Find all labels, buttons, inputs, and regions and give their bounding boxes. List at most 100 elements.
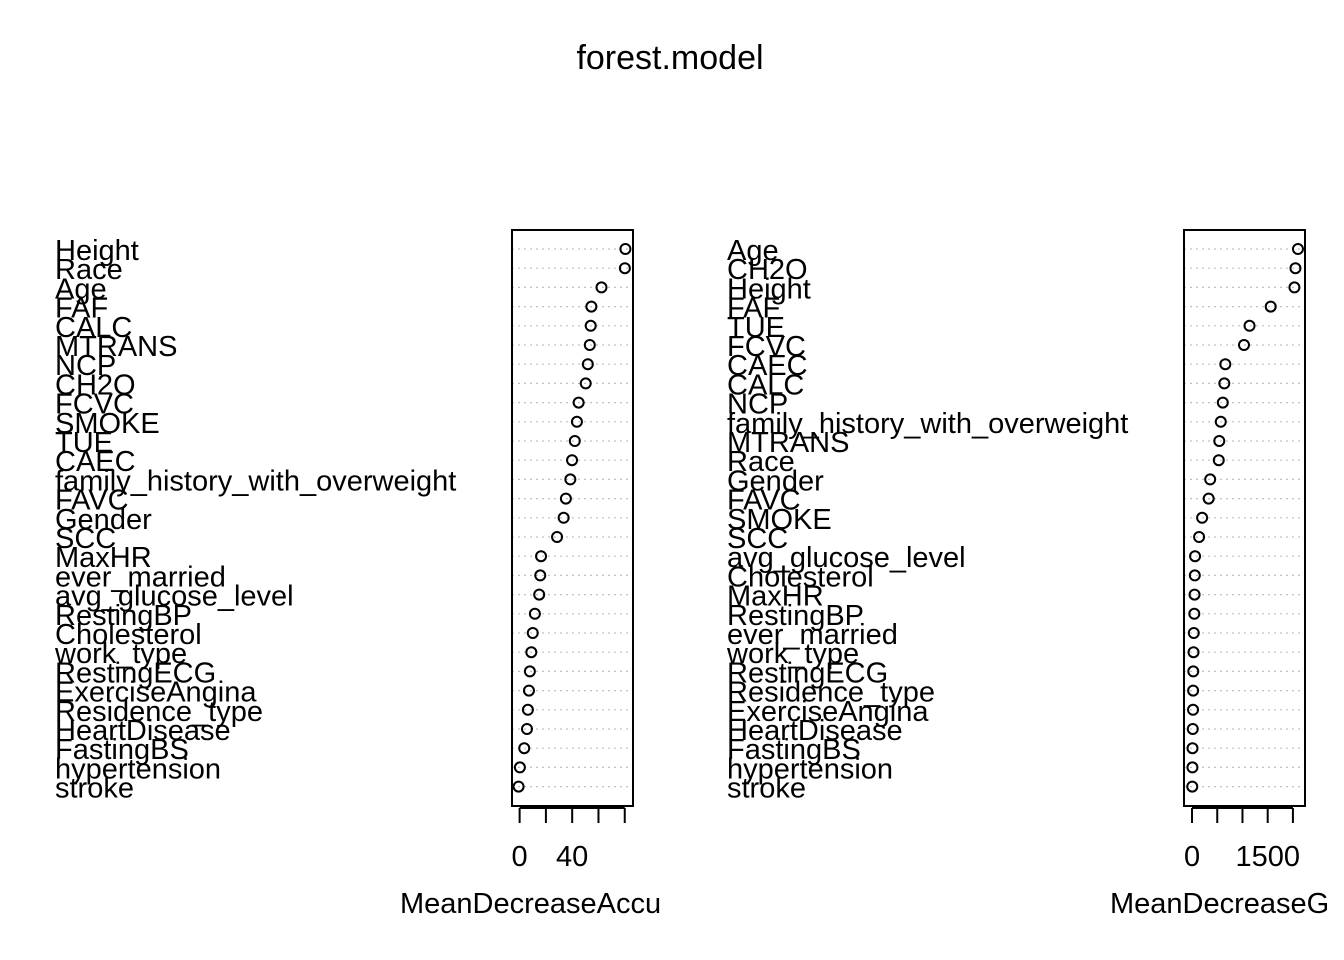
data-point	[595, 281, 608, 294]
data-point	[1193, 531, 1206, 543]
panel-mean-decrease-accuracy: HeightRaceAgeFAFCALCMTRANSNCPCH2OFCVCSMO…	[54, 229, 661, 920]
data-point	[525, 646, 538, 659]
data-point	[566, 454, 579, 467]
data-point	[1289, 262, 1302, 275]
row-label: Race	[55, 254, 123, 286]
data-point	[570, 415, 583, 428]
data-point	[579, 377, 592, 390]
data-point	[521, 703, 534, 716]
data-point	[572, 396, 585, 409]
data-point	[522, 684, 535, 697]
row-label: work_type	[726, 638, 859, 670]
data-point	[533, 588, 546, 601]
data-point	[512, 780, 525, 793]
row-label: HeartDisease	[55, 715, 231, 747]
row-label: MTRANS	[727, 427, 849, 459]
data-point	[585, 300, 598, 313]
data-point	[1204, 473, 1217, 486]
row-label: avg_glucose_level	[55, 581, 294, 613]
row-label: family_history_with_overweight	[55, 465, 456, 497]
data-point	[1196, 511, 1209, 524]
row-label: CALC	[55, 312, 132, 344]
x-tick-label: 0	[1184, 841, 1200, 873]
data-point	[1187, 627, 1200, 639]
row-label: FAVC	[727, 485, 801, 517]
row-label: family_history_with_overweight	[727, 408, 1128, 440]
row-label: ExerciseAngina	[55, 677, 257, 709]
row-label: SMOKE	[55, 408, 160, 440]
row-label: avg_glucose_level	[727, 542, 966, 574]
row-label: FAVC	[55, 485, 129, 517]
data-point	[1188, 588, 1201, 601]
plot-frame	[1183, 229, 1306, 807]
row-label: RestingBP	[55, 600, 192, 632]
data-point	[535, 550, 548, 563]
data-point	[526, 627, 539, 639]
data-point	[1187, 665, 1200, 678]
row-label: NCP	[55, 350, 116, 382]
row-label: FCVC	[727, 331, 806, 363]
row-label: TUE	[55, 427, 113, 459]
data-point	[1186, 723, 1199, 735]
data-point	[1214, 415, 1227, 428]
row-label: Residence_type	[55, 696, 263, 728]
row-label: CAEC	[55, 446, 136, 478]
data-point	[1218, 377, 1231, 390]
row-label: ever_married	[727, 619, 898, 651]
row-label: SCC	[55, 523, 116, 555]
row-label: FastingBS	[55, 734, 189, 766]
data-point	[1216, 396, 1229, 409]
row-label: TUE	[727, 312, 785, 344]
data-point	[518, 742, 531, 755]
data-point	[1189, 550, 1202, 563]
x-tick-label: 1500	[1235, 841, 1300, 873]
row-label: Race	[727, 446, 795, 478]
x-tick-label: 0	[512, 841, 528, 873]
data-point	[1243, 319, 1256, 332]
row-label: Residence_type	[727, 677, 935, 709]
data-point	[1212, 454, 1225, 467]
row-label: FAF	[55, 293, 108, 325]
data-point	[1186, 761, 1199, 774]
panel-mean-decrease-gini: AgeCH2OHeightFAFTUEFCVCCAECCALCNCPfamily…	[726, 229, 1329, 920]
row-label: RestingECG	[727, 657, 888, 689]
data-point	[1186, 780, 1199, 793]
data-point	[1187, 684, 1200, 697]
row-label: MaxHR	[55, 542, 152, 574]
data-point	[513, 761, 526, 774]
data-point	[584, 319, 597, 332]
row-label: work_type	[54, 638, 187, 670]
data-point	[568, 435, 581, 447]
data-point	[559, 492, 572, 505]
row-label: Cholesterol	[727, 561, 874, 593]
row-label: Height	[55, 235, 139, 267]
row-label: Height	[727, 273, 811, 305]
row-label: HeartDisease	[727, 715, 903, 747]
data-point	[520, 723, 533, 735]
data-point	[583, 339, 596, 351]
row-label: Age	[727, 235, 779, 267]
row-label: FAF	[727, 293, 780, 325]
data-point	[1291, 243, 1304, 255]
x-axis-label: MeanDecreaseAccu	[400, 888, 661, 920]
data-point	[1188, 569, 1201, 582]
row-label: CH2O	[727, 254, 808, 286]
data-point	[1187, 703, 1200, 716]
data-point	[564, 473, 577, 486]
row-label: CALC	[727, 369, 804, 401]
row-label: Age	[55, 273, 107, 305]
row-label: CAEC	[727, 350, 808, 382]
row-label: ever_married	[55, 561, 226, 593]
row-label: FCVC	[55, 389, 134, 421]
x-axis-label: MeanDecreaseG	[1110, 888, 1329, 920]
data-point	[1186, 742, 1199, 755]
data-point	[557, 511, 570, 524]
row-label: MTRANS	[55, 331, 177, 363]
row-label: FastingBS	[727, 734, 861, 766]
row-label: stroke	[727, 773, 806, 805]
data-point	[1237, 339, 1250, 351]
data-point	[1213, 435, 1226, 447]
data-point	[618, 262, 631, 275]
chart-title: forest.model	[576, 39, 763, 77]
